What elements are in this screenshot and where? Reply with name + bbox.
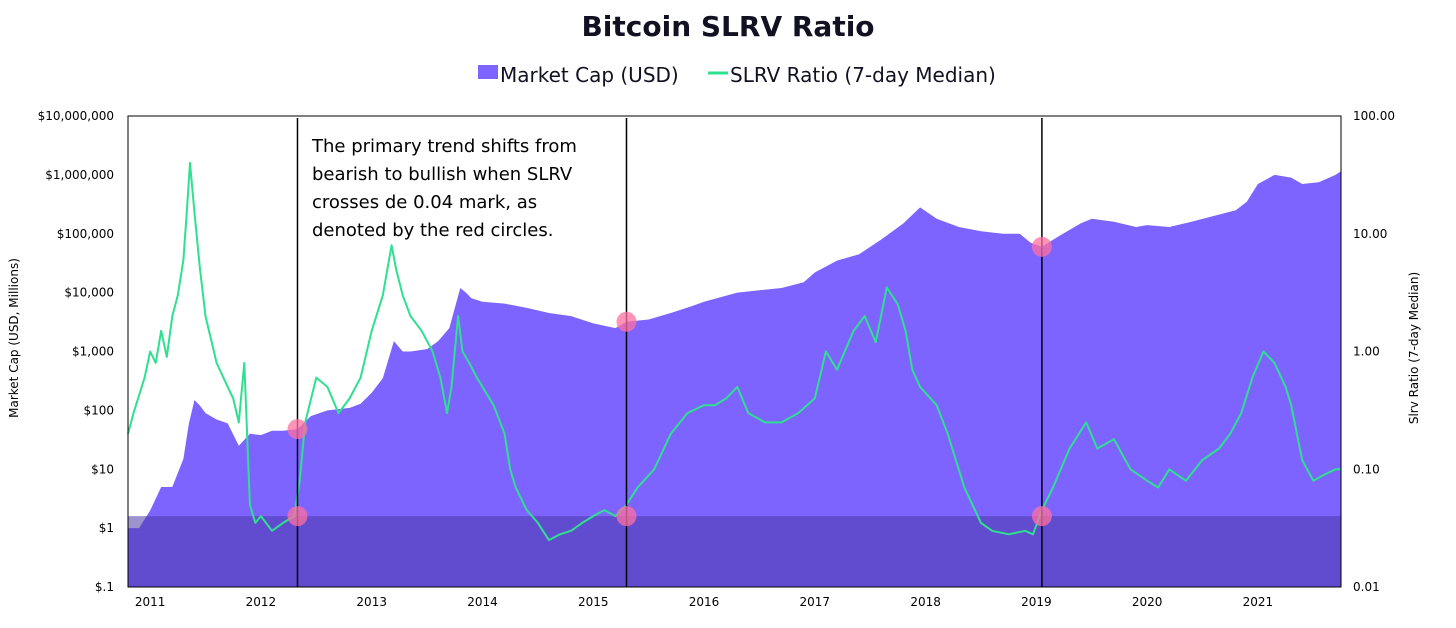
annotation-line: crosses de 0.04 mark, as bbox=[312, 192, 537, 213]
crossing-circle-marketcap-1 bbox=[287, 419, 308, 440]
right-tick-label: 100.00 bbox=[1353, 109, 1395, 123]
left-tick-label: $1 bbox=[99, 521, 114, 535]
x-tick-label: 2016 bbox=[689, 595, 720, 609]
legend-swatch-market-cap bbox=[478, 65, 498, 79]
x-tick-label: 2014 bbox=[467, 595, 498, 609]
left-tick-label: $10,000 bbox=[64, 286, 114, 300]
chart-title: Bitcoin SLRV Ratio bbox=[581, 10, 874, 43]
right-tick-label: 0.01 bbox=[1353, 580, 1380, 594]
crossing-circle-marketcap-3 bbox=[1031, 236, 1052, 257]
x-tick-label: 2020 bbox=[1132, 595, 1163, 609]
annotation-line: The primary trend shifts from bbox=[311, 136, 577, 157]
crossing-circle-slrv-2 bbox=[616, 506, 637, 527]
right-tick-label: 1.00 bbox=[1353, 345, 1380, 359]
x-tick-label: 2021 bbox=[1243, 595, 1274, 609]
crossing-circle-slrv-1 bbox=[287, 506, 308, 527]
legend-label-market-cap: Market Cap (USD) bbox=[500, 63, 679, 87]
annotation-line: bearish to bullish when SLRV bbox=[312, 164, 573, 185]
x-tick-label: 2012 bbox=[246, 595, 277, 609]
threshold-band bbox=[128, 516, 1341, 587]
left-tick-label: $10 bbox=[91, 462, 114, 476]
left-tick-label: $1,000 bbox=[72, 345, 114, 359]
axes: $.1 $1 $10 $100 $1,000 $10,000 $100,000 $1,000,… bbox=[38, 109, 1395, 609]
x-tick-label: 2018 bbox=[910, 595, 941, 609]
x-tick-label: 2015 bbox=[578, 595, 609, 609]
crossing-circle-slrv-3 bbox=[1031, 506, 1052, 527]
x-tick-label: 2019 bbox=[1021, 595, 1052, 609]
right-tick-label: 0.10 bbox=[1353, 462, 1380, 476]
x-tick-label: 2013 bbox=[356, 595, 387, 609]
right-tick-label: 10.00 bbox=[1353, 227, 1387, 241]
x-tick-label: 2011 bbox=[135, 595, 166, 609]
left-tick-label: $10,000,000 bbox=[38, 109, 114, 123]
right-axis-label: Slrv Ratio (7-day Median) bbox=[1407, 272, 1421, 424]
annotation-line: denoted by the red circles. bbox=[312, 220, 553, 241]
legend: Market Cap (USD) SLRV Ratio (7-day Media… bbox=[478, 63, 996, 87]
x-tick-label: 2017 bbox=[800, 595, 831, 609]
left-tick-label: $.1 bbox=[95, 580, 114, 594]
annotation: The primary trend shifts from bearish to … bbox=[311, 136, 577, 241]
crossing-circle-marketcap-2 bbox=[616, 311, 637, 332]
series-slrv-line bbox=[127, 161, 1341, 542]
left-tick-label: $1,000,000 bbox=[45, 168, 114, 182]
plot-area bbox=[127, 118, 1341, 588]
left-tick-label: $100,000 bbox=[57, 227, 114, 241]
left-tick-label: $100 bbox=[83, 403, 114, 417]
plot-frame bbox=[127, 115, 1342, 588]
left-axis-label: Market Cap (USD, Millions) bbox=[7, 258, 21, 418]
series-market-cap-area bbox=[128, 171, 1341, 588]
legend-label-slrv: SLRV Ratio (7-day Median) bbox=[730, 63, 996, 87]
